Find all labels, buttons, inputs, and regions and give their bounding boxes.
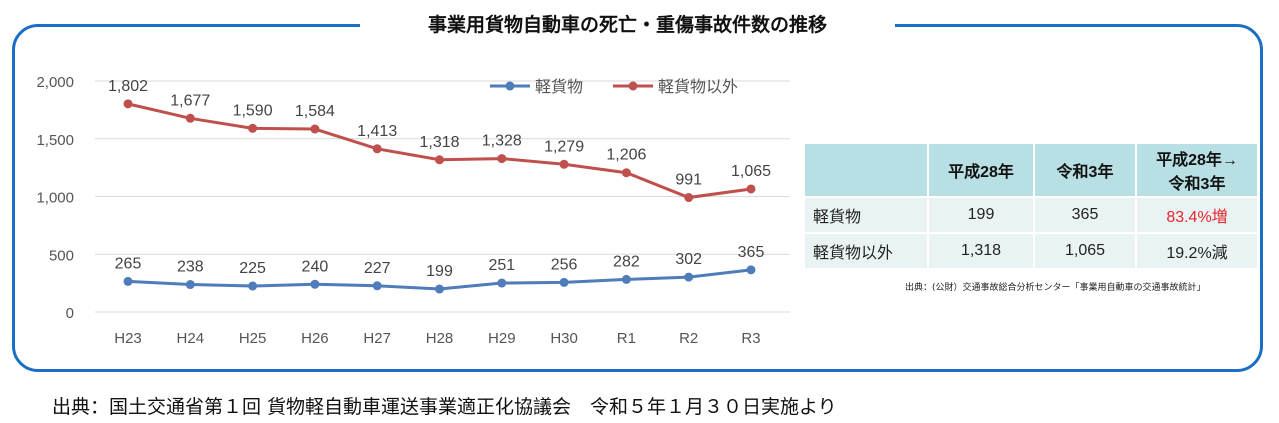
y-tick-label: 0 (66, 305, 74, 322)
data-label: 1,802 (108, 78, 148, 95)
data-label: 1,413 (357, 123, 397, 140)
legend-label: 軽貨物 (535, 77, 583, 96)
data-point (435, 284, 444, 294)
x-tick-label: H27 (363, 330, 391, 347)
data-point (372, 281, 382, 291)
data-point (746, 265, 756, 275)
data-label: 991 (675, 172, 702, 189)
data-label: 1,279 (544, 138, 584, 155)
data-point (185, 113, 195, 123)
data-point (123, 99, 133, 109)
data-label: 199 (426, 263, 453, 280)
data-point (310, 279, 320, 289)
data-label: 302 (675, 251, 702, 268)
data-label: 240 (302, 258, 329, 275)
data-point (621, 274, 631, 284)
data-label: 1,677 (170, 92, 210, 109)
data-point (497, 278, 507, 288)
data-label: 1,206 (606, 147, 646, 164)
data-point (621, 168, 631, 178)
data-point (684, 272, 694, 282)
data-label: 1,318 (419, 134, 459, 151)
data-label: 1,328 (482, 133, 522, 150)
data-point (559, 159, 569, 169)
header-empty (805, 144, 927, 196)
data-label: 238 (177, 259, 204, 276)
chart-title: 事業用貨物自動車の死亡・重傷事故件数の推移 (360, 12, 895, 38)
legend-label: 軽貨物以外 (658, 77, 738, 96)
legend-marker (505, 81, 515, 91)
table-source: 出典：(公財）交通事故総合分析センター「事業用自動車の交通事故統計」 (905, 283, 1206, 293)
cell-h28: 1,318 (929, 234, 1033, 268)
data-label: 225 (239, 260, 266, 277)
cell-change: 19.2%減 (1137, 234, 1257, 268)
x-tick-label: H29 (488, 330, 516, 347)
data-label: 251 (488, 257, 515, 274)
y-tick-label: 2,000 (36, 74, 74, 91)
data-point (248, 123, 258, 133)
data-point (684, 193, 694, 203)
data-label: 282 (613, 253, 640, 270)
data-label: 1,590 (233, 102, 273, 119)
data-point (248, 281, 258, 291)
row-label: 軽貨物 (805, 198, 927, 232)
data-point (310, 124, 320, 134)
x-tick-label: R3 (741, 330, 760, 347)
cell-change: 83.4%増 (1137, 198, 1257, 232)
data-label: 256 (551, 256, 578, 273)
data-point (497, 154, 507, 164)
x-tick-label: R2 (679, 330, 698, 347)
data-label: 1,065 (731, 163, 771, 180)
x-tick-label: R1 (617, 330, 636, 347)
comparison-table: 平成28年 令和3年 平成28年→ 令和3年 軽貨物 199 365 83.4%増 軽… (803, 142, 1259, 270)
cell-r3: 1,065 (1035, 234, 1135, 268)
line-chart: 2,000 1,500 1,000 500 0 H23 H24 H25 H26 H27 H28 H29… (36, 74, 790, 347)
data-point (372, 144, 382, 154)
y-tick-label: 1,000 (36, 190, 74, 207)
cell-h28: 199 (929, 198, 1033, 232)
header-change: 平成28年→ 令和3年 (1137, 144, 1257, 196)
table-row: 軽貨物 199 365 83.4%増 (805, 198, 1257, 232)
data-point (746, 184, 756, 194)
source-note: 出典：国土交通省第１回 貨物軽自動車運送事業適正化協議会 令和５年１月３０日実施… (52, 396, 837, 418)
data-label: 365 (738, 244, 765, 261)
data-point (435, 155, 444, 165)
x-tick-label: H30 (550, 330, 578, 347)
data-point (559, 277, 569, 287)
table-row: 軽貨物以外 1,318 1,065 19.2%減 (805, 234, 1257, 268)
y-tick-label: 1,500 (36, 132, 74, 149)
x-tick-label: H25 (239, 330, 267, 347)
data-point (123, 276, 133, 286)
data-label: 265 (115, 255, 142, 272)
row-label: 軽貨物以外 (805, 234, 927, 268)
data-label: 1,584 (295, 103, 335, 120)
x-tick-label: H26 (301, 330, 329, 347)
header-r3: 令和3年 (1035, 144, 1135, 196)
data-label: 227 (364, 260, 391, 277)
legend-marker (628, 81, 638, 91)
x-tick-label: H24 (177, 330, 205, 347)
x-tick-label: H23 (114, 330, 142, 347)
data-point (185, 280, 195, 290)
x-tick-label: H28 (426, 330, 454, 347)
header-h28: 平成28年 (929, 144, 1033, 196)
cell-r3: 365 (1035, 198, 1135, 232)
y-tick-label: 500 (49, 247, 74, 264)
